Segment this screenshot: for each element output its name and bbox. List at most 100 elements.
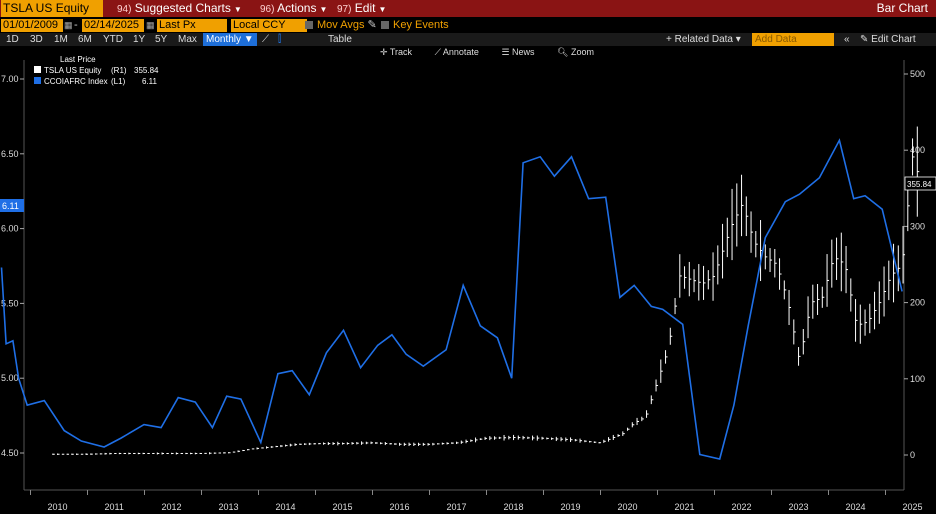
x-tick-label: 2016 xyxy=(390,502,410,512)
top-toolbar: TSLA US Equity 94) Suggested Charts ▼ 96)… xyxy=(0,0,936,17)
mov-avgs-label: Mov Avgs xyxy=(317,19,365,31)
x-tick-label: 2017 xyxy=(447,502,467,512)
related-data-label: + Related Data xyxy=(666,34,733,45)
period-3d[interactable]: 3D xyxy=(30,34,43,45)
key-events-label: Key Events xyxy=(393,19,449,31)
caret-down-icon: ▼ xyxy=(378,5,387,14)
legend-swatch-ccoi xyxy=(34,77,41,84)
menu-number: 96) xyxy=(260,4,275,15)
left-axis: 7.00 6.50 6.00 5.50 5.00 4.50 xyxy=(1,74,24,458)
menu-label: Edit xyxy=(354,1,376,15)
period-1y[interactable]: 1Y xyxy=(133,34,146,45)
news-tool[interactable]: ☰ News xyxy=(501,47,535,57)
start-date-field[interactable]: 01/01/2009 xyxy=(1,19,63,32)
legend-ccoi-value: 6.11 xyxy=(142,77,158,86)
line-chart-icon[interactable]: ⟋ xyxy=(262,34,269,45)
period-5y[interactable]: 5Y xyxy=(155,34,168,45)
edit-chart-label: Edit Chart xyxy=(871,34,916,45)
x-tick-label: 2022 xyxy=(732,502,752,512)
add-data-input[interactable]: Add Data xyxy=(752,33,834,46)
right-tick-label: 500 xyxy=(910,69,925,79)
x-tick-label: 2012 xyxy=(162,502,182,512)
currency-selector[interactable]: Local CCY xyxy=(231,19,307,32)
mov-avgs-toggle[interactable]: Mov Avgs ✎ xyxy=(305,19,377,32)
edit-chart-button[interactable]: ✎ Edit Chart xyxy=(860,33,916,46)
x-tick-label: 2021 xyxy=(675,502,695,512)
x-axis: 2010 2011 2012 2013 2014 2015 2016 2017 2018 2019… xyxy=(30,490,923,512)
right-tick-label: 300 xyxy=(910,221,925,231)
key-events-toggle[interactable]: Key Events xyxy=(381,19,449,32)
collapse-icon[interactable]: « xyxy=(844,34,850,45)
left-tick-label: 4.50 xyxy=(1,448,19,458)
x-tick-label: 2024 xyxy=(846,502,866,512)
news-label: News xyxy=(512,47,535,57)
grid-layer xyxy=(23,60,905,491)
annotate-tool[interactable]: ⟋ Annotate xyxy=(434,47,479,57)
edit-menu[interactable]: 97) Edit ▼ xyxy=(337,0,386,17)
related-data-button[interactable]: + Related Data ▾ xyxy=(666,33,741,46)
bar-chart-icon[interactable]: ⫿ xyxy=(278,34,282,45)
legend-tsla-axis: (R1) xyxy=(111,66,127,75)
legend-ccoi-axis: (L1) xyxy=(111,77,126,86)
right-tick-label: 200 xyxy=(910,298,925,308)
right-tick-label: 100 xyxy=(910,374,925,384)
date-separator: - xyxy=(74,19,78,31)
pencil-icon[interactable]: ✎ xyxy=(367,19,377,31)
annotate-label: Annotate xyxy=(442,47,479,57)
checkbox-icon xyxy=(381,21,389,30)
calendar-icon[interactable]: ▦ xyxy=(146,20,155,30)
x-tick-label: 2011 xyxy=(105,502,124,512)
right-current-value: 355.84 xyxy=(907,180,932,189)
calendar-icon[interactable]: ▦ xyxy=(64,20,73,30)
x-tick-label: 2025 xyxy=(903,502,923,512)
period-6m[interactable]: 6M xyxy=(78,34,92,45)
x-tick-label: 2023 xyxy=(789,502,809,512)
legend-swatch-tsla xyxy=(34,66,41,73)
menu-label: Suggested Charts xyxy=(134,1,231,15)
legend-header: Last Price xyxy=(60,55,96,64)
left-current-tag: 6.11 xyxy=(0,199,24,212)
x-tick-label: 2015 xyxy=(333,502,353,512)
x-tick-label: 2018 xyxy=(504,502,524,512)
x-tick-label: 2019 xyxy=(561,502,581,512)
x-tick-label: 2014 xyxy=(276,502,296,512)
caret-down-icon: ▼ xyxy=(243,34,254,45)
menu-label: Actions xyxy=(277,1,317,15)
right-current-tag: 355.84 xyxy=(904,176,936,191)
end-date-field[interactable]: 02/14/2025 xyxy=(82,19,144,32)
left-tick-label: 5.50 xyxy=(1,298,19,308)
right-axis: 5004003002001000 xyxy=(904,69,925,460)
frequency-label: Monthly xyxy=(206,34,242,45)
right-tick-label: 0 xyxy=(910,450,915,460)
chart-type-title: Bar Chart xyxy=(876,1,928,15)
caret-down-icon: ▾ xyxy=(735,34,741,45)
left-tick-label: 6.50 xyxy=(1,149,19,159)
period-1d[interactable]: 1D xyxy=(6,34,19,45)
caret-down-icon: ▼ xyxy=(319,5,328,14)
field-selector[interactable]: Last Px xyxy=(157,19,227,32)
caret-down-icon: ▼ xyxy=(233,5,242,14)
pencil-icon: ✎ xyxy=(860,34,869,45)
left-tick-label: 5.00 xyxy=(1,373,19,383)
legend-tsla-value: 355.84 xyxy=(134,66,159,75)
zoom-label: Zoom xyxy=(570,47,594,57)
x-tick-label: 2010 xyxy=(48,502,68,512)
x-tick-label: 2013 xyxy=(219,502,239,512)
ticker-field[interactable]: TSLA US Equity xyxy=(1,0,103,17)
period-max[interactable]: Max xyxy=(178,34,197,45)
table-button[interactable]: Table xyxy=(328,34,352,45)
period-1m[interactable]: 1M xyxy=(54,34,68,45)
track-tool[interactable]: ✛ Track xyxy=(380,47,413,57)
suggested-charts-menu[interactable]: 94) Suggested Charts ▼ xyxy=(117,0,242,17)
period-ytd[interactable]: YTD xyxy=(103,34,123,45)
actions-menu[interactable]: 96) Actions ▼ xyxy=(260,0,327,17)
left-current-value: 6.11 xyxy=(2,201,19,211)
ccoiafrc-series-line xyxy=(0,138,903,460)
zoom-tool[interactable]: 🔍︎ Zoom xyxy=(557,47,594,57)
legend-ccoi-label: CCOIAFRC Index xyxy=(44,77,108,86)
menu-number: 94) xyxy=(117,4,132,15)
track-label: Track xyxy=(389,47,413,57)
frequency-selector[interactable]: Monthly ▼ xyxy=(203,33,257,46)
settings-row: 01/01/2009 ▦ - 02/14/2025 ▦ Last Px Loca… xyxy=(0,17,936,33)
